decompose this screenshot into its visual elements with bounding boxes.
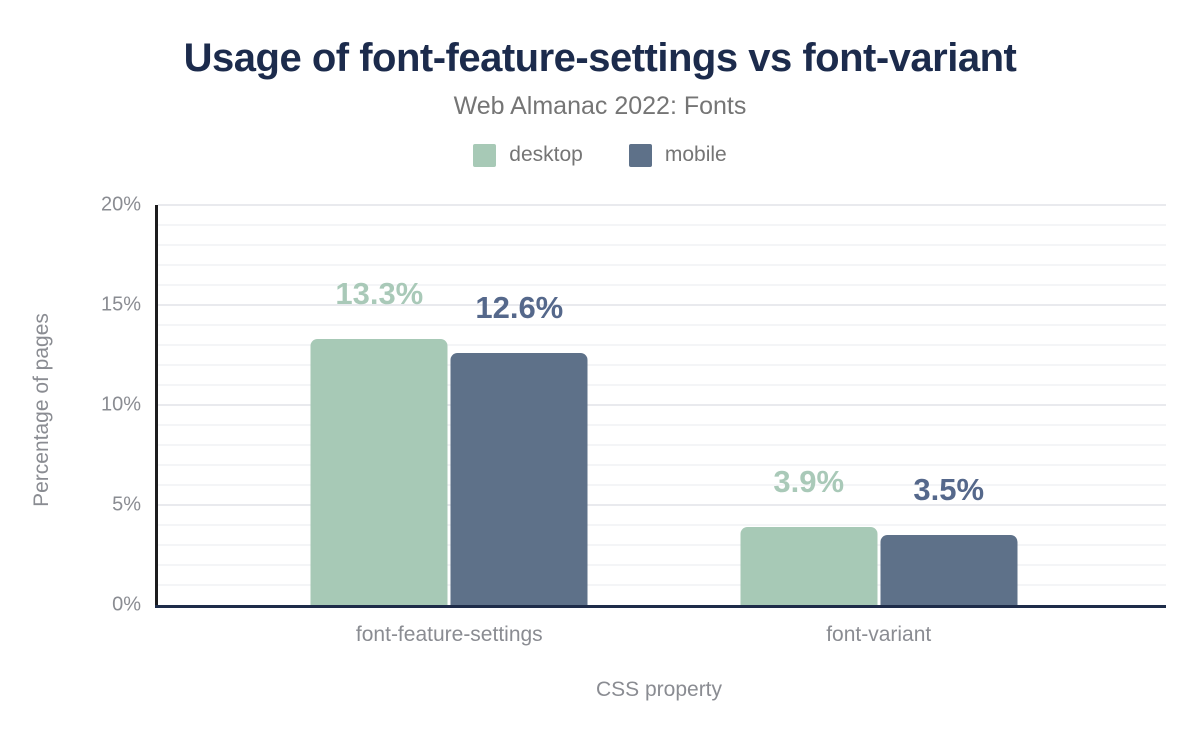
gridline-17pct [158, 264, 1166, 266]
y-tick-label: 0% [112, 593, 141, 616]
x-axis-title: CSS property [595, 678, 723, 701]
gridline-20pct [158, 204, 1166, 206]
y-tick-label: 20% [100, 193, 141, 216]
y-axis-title: Percentage of pages [30, 313, 53, 507]
mobile-value-label-font-feature-settings: 12.6% [475, 290, 564, 325]
y-tick-label: 10% [100, 393, 141, 416]
gridline-18pct [158, 244, 1166, 246]
x-tick-label-font-feature-settings: font-feature-settings [355, 623, 543, 646]
legend-item-desktop[interactable]: desktop [473, 143, 583, 167]
bar-column: 3.5% [880, 205, 1018, 605]
gridline-8pct [158, 444, 1166, 446]
y-tick-label: 15% [100, 293, 141, 316]
gridline-16pct [158, 284, 1166, 286]
gridline-5pct [158, 504, 1166, 506]
mobile-value-label-font-variant: 3.5% [913, 472, 985, 507]
chart-subtitle: Web Almanac 2022: Fonts [453, 92, 747, 120]
gridline-3pct [158, 544, 1166, 546]
chart-title: Usage of font-feature-settings vs font-v… [183, 36, 1017, 80]
gridline-12pct [158, 364, 1166, 366]
gridline-7pct [158, 464, 1166, 466]
gridline-6pct [158, 484, 1166, 486]
x-tick-label-font-variant: font-variant [826, 623, 932, 646]
gridline-1pct [158, 584, 1166, 586]
gridline-4pct [158, 524, 1166, 526]
mobile-bar-font-variant[interactable] [880, 535, 1018, 605]
y-tick-label: 5% [112, 493, 141, 516]
legend-label-desktop: desktop [509, 143, 583, 166]
gridline-9pct [158, 424, 1166, 426]
desktop-value-label-font-feature-settings: 13.3% [335, 276, 424, 311]
gridline-13pct [158, 344, 1166, 346]
bar-group-font-feature-settings: 13.3% 12.6% [310, 205, 588, 605]
gridline-15pct [158, 304, 1166, 306]
bar-group-font-variant: 3.9% 3.5% [740, 205, 1018, 605]
legend: desktop mobile [0, 143, 1200, 167]
plot-area: 0% 5% 10% 15% 20% 13.3% 12.6% 3.9% 3.5% font-fe… [101, 194, 1166, 646]
desktop-swatch-icon [473, 143, 497, 167]
desktop-bar-font-variant[interactable] [740, 527, 878, 605]
x-axis-line [155, 605, 1166, 608]
desktop-bar-font-feature-settings[interactable] [310, 339, 448, 605]
bar-column: 13.3% [310, 205, 448, 605]
gridline-11pct [158, 384, 1166, 386]
legend-label-mobile: mobile [664, 143, 727, 166]
gridline-14pct [158, 324, 1166, 326]
legend-item-mobile[interactable]: mobile [628, 143, 727, 167]
gridline-19pct [158, 224, 1166, 226]
bar-column: 3.9% [740, 205, 878, 605]
desktop-value-label-font-variant: 3.9% [773, 464, 845, 499]
gridline-2pct [158, 564, 1166, 566]
gridline-10pct [158, 404, 1166, 406]
mobile-bar-font-feature-settings[interactable] [450, 353, 588, 605]
bar-column: 12.6% [450, 205, 588, 605]
mobile-swatch-icon [628, 143, 652, 167]
